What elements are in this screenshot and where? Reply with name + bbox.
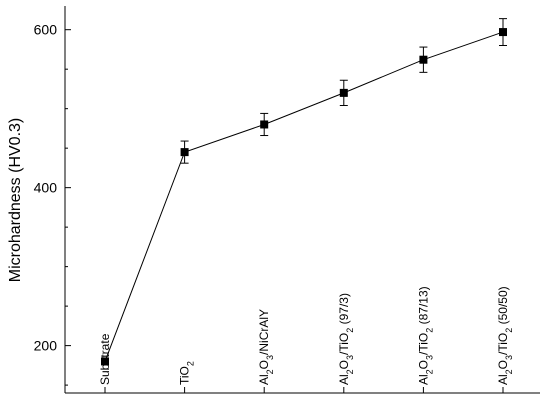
data-point [339,88,348,97]
data-point [419,55,428,64]
y-tick-label: 600 [34,22,58,38]
series-line [104,31,504,362]
data-point [499,28,507,37]
x-category-label: Al2O3/TiO2 (87/13) [416,286,434,385]
axes [64,6,540,394]
data-point [260,120,269,129]
y-axis-label: Microhardness (HV0.3) [7,118,24,283]
y-tick-label: 400 [34,180,58,196]
data-point [180,148,189,157]
x-category-label: TiO2 [178,361,196,385]
x-category-label: Al2O3/TiO2 (50/50) [496,286,514,385]
x-category-label: Al2O3/NiCrAlY [257,309,275,385]
y-tick-label: 200 [34,338,58,354]
data-point [101,357,109,366]
y-ticks: 200 400 600 [34,22,71,386]
x-category-label: Al2O3/TiO2 (97/3) [337,293,355,385]
plot-area [101,18,507,366]
